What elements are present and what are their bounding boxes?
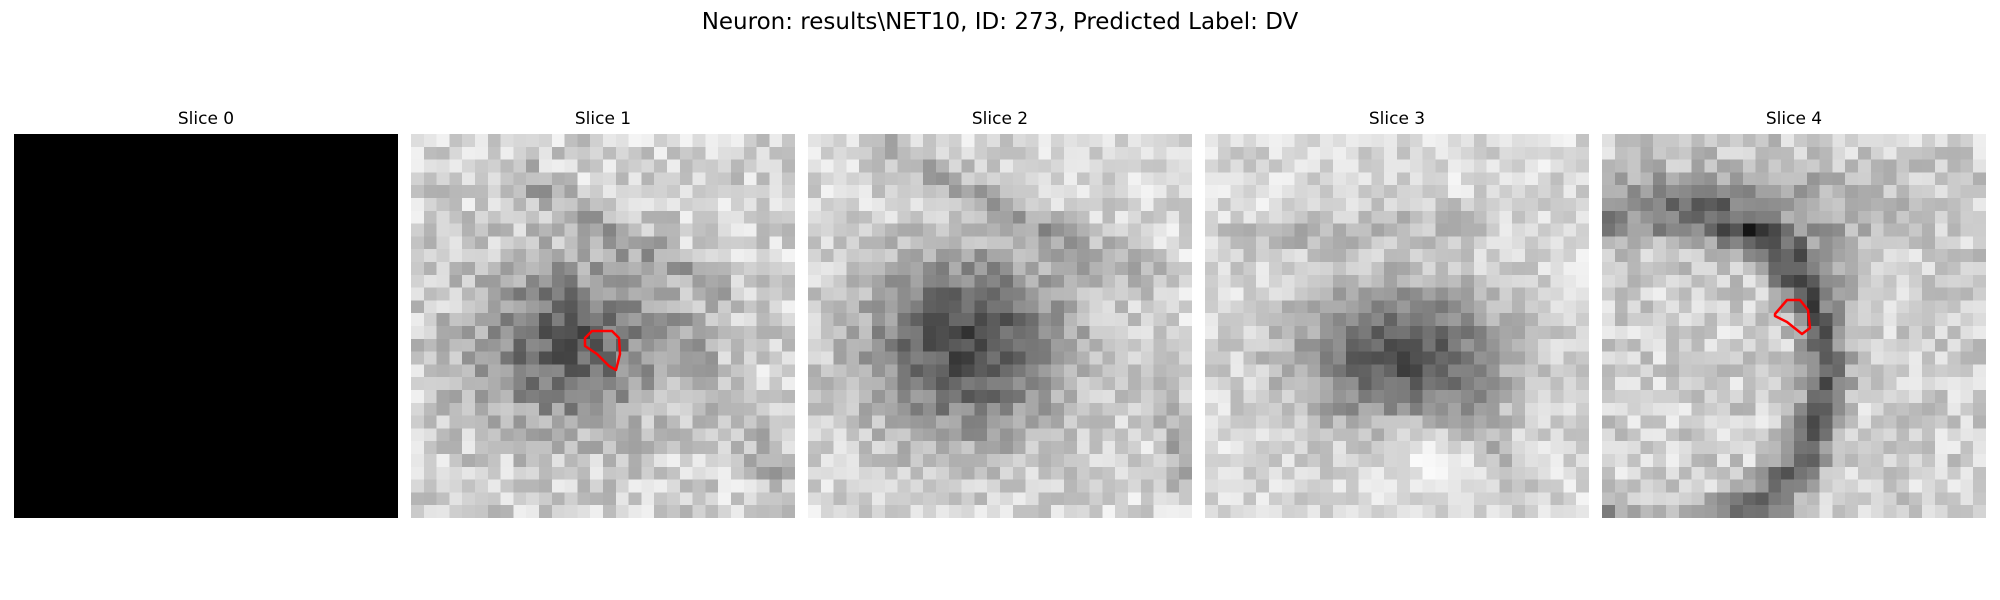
slice-0-image — [14, 134, 398, 518]
slice-4-image — [1602, 134, 1986, 518]
roi-outline — [583, 329, 622, 372]
slice-3-image — [1205, 134, 1589, 518]
slice-1-title: Slice 1 — [574, 109, 632, 129]
slice-3-canvas — [1205, 134, 1589, 518]
slice-0-canvas — [14, 134, 398, 518]
slice-2-image — [808, 134, 1192, 518]
slice-4-title: Slice 4 — [1765, 109, 1823, 129]
roi-polygon — [583, 329, 622, 372]
slice-1-image — [411, 134, 795, 518]
slice-3-title: Slice 3 — [1368, 109, 1426, 129]
figure-title: Neuron: results\NET10, ID: 273, Predicte… — [701, 9, 1299, 35]
slice-2-title: Slice 2 — [971, 109, 1029, 129]
slice-2-canvas — [808, 134, 1192, 518]
roi-polygon — [1773, 298, 1812, 336]
slice-1-canvas — [411, 134, 795, 518]
roi-outline — [1773, 298, 1812, 336]
slice-0-title: Slice 0 — [177, 109, 235, 129]
